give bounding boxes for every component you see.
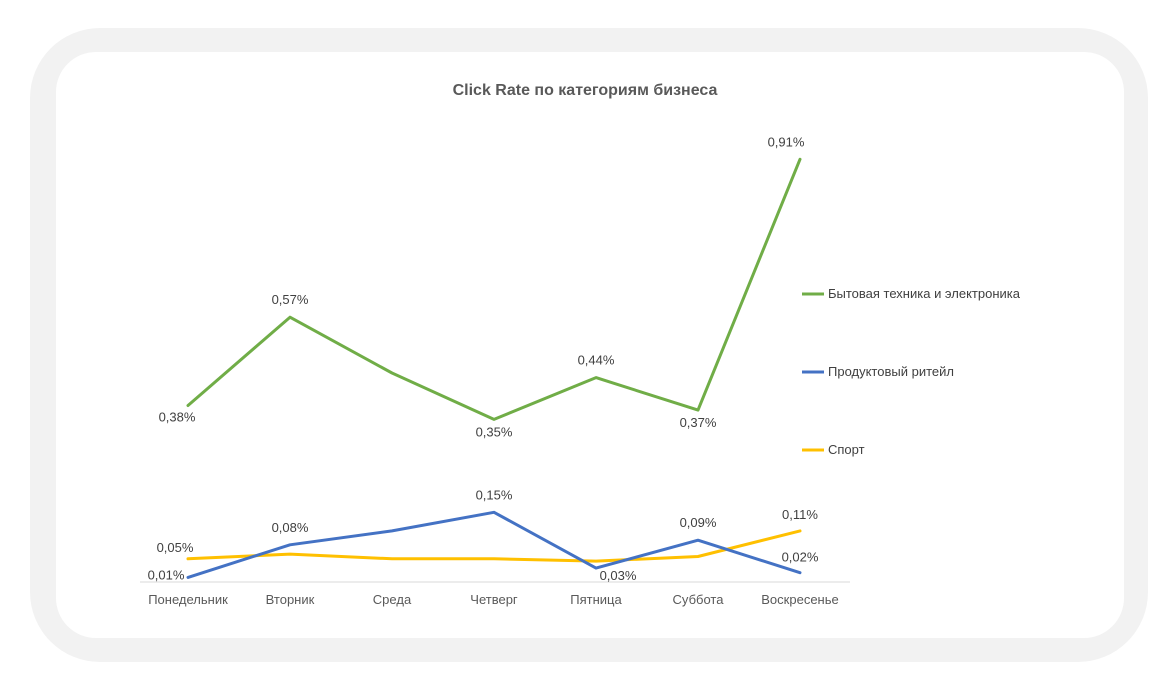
chart-title: Click Rate по категориям бизнеса xyxy=(453,82,718,99)
data-label: 0,05% xyxy=(157,540,194,555)
chart-card xyxy=(56,52,1124,638)
data-label: 0,03% xyxy=(600,568,637,583)
legend-label: Бытовая техника и электроника xyxy=(828,286,1021,301)
category-label: Суббота xyxy=(673,592,725,607)
legend: Бытовая техника и электроника Продуктовый… xyxy=(802,286,1021,457)
series-line xyxy=(186,510,802,579)
category-label: Понедельник xyxy=(148,592,228,607)
series-lines xyxy=(186,157,802,579)
category-label: Пятница xyxy=(570,592,622,607)
data-label: 0,08% xyxy=(272,520,309,535)
legend-label: Спорт xyxy=(828,442,865,457)
category-label: Воскресенье xyxy=(761,592,838,607)
data-label: 0,11% xyxy=(782,507,818,522)
category-label: Четверг xyxy=(470,592,518,607)
legend-label: Продуктовый ритейл xyxy=(828,364,954,379)
data-label: 0,35% xyxy=(476,424,513,439)
data-label: 0,44% xyxy=(578,353,615,368)
data-label: 0,37% xyxy=(680,415,717,430)
data-label: 0,09% xyxy=(680,515,717,530)
data-label: 0,01% xyxy=(148,567,185,582)
data-label: 0,02% xyxy=(782,550,819,565)
category-label: Среда xyxy=(373,592,412,607)
data-label: 0,15% xyxy=(476,487,513,502)
category-label: Вторник xyxy=(266,592,315,607)
category-labels: Понедельник Вторник Среда Четверг Пятница Суб… xyxy=(148,592,839,607)
data-label: 0,91% xyxy=(768,134,805,149)
data-label: 0,57% xyxy=(272,292,309,307)
data-label: 0,38% xyxy=(159,410,196,425)
data-labels: 0,38% 0,57% 0,35% 0,44% 0,37% 0,91% 0,01% 0,08%… xyxy=(148,134,819,583)
series-line xyxy=(186,157,802,421)
series-line xyxy=(186,529,802,563)
